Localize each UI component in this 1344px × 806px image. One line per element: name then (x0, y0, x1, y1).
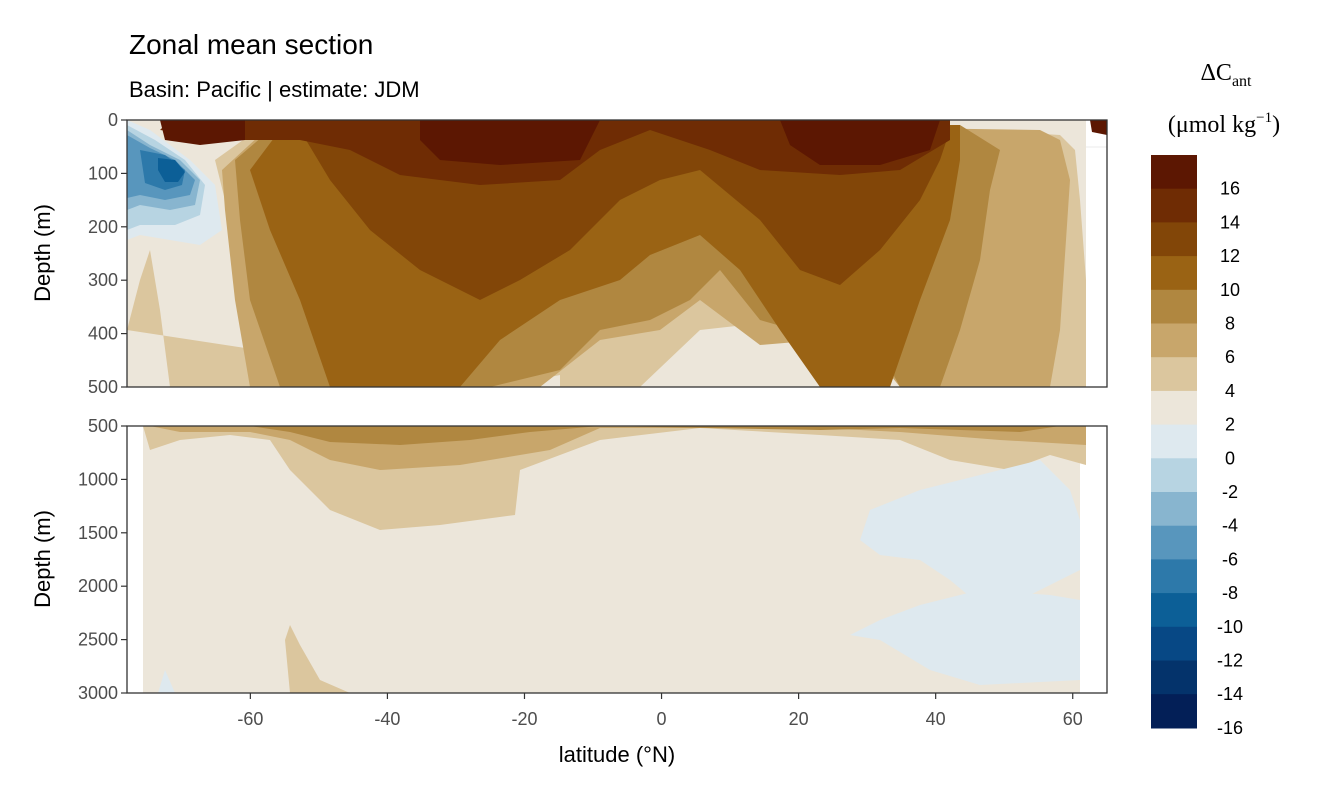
y-tick-label: 2000 (78, 576, 118, 596)
legend-keys: 16 14 12 10 8 6 4 2 0 -2 -4 -6 -8 -10 -12 -14 -16 (1151, 155, 1243, 738)
y-tick-label: 400 (88, 324, 118, 344)
legend-key (1151, 222, 1197, 257)
legend-title: ΔCant (1201, 60, 1253, 90)
chart-subtitle: Basin: Pacific | estimate: JDM (129, 77, 420, 102)
legend-label: -16 (1217, 718, 1243, 738)
contour-band-lower-0-tail (158, 670, 175, 693)
legend-key (1151, 593, 1197, 628)
legend-label: -4 (1222, 516, 1238, 536)
legend-key (1151, 357, 1197, 392)
legend-key (1151, 559, 1197, 594)
contour-band-upper-white-gap (1086, 175, 1107, 387)
x-tick-label: -40 (374, 709, 400, 729)
y-tick-label: 500 (88, 377, 118, 397)
x-tick-label: 60 (1063, 709, 1083, 729)
legend-key (1151, 424, 1197, 459)
x-tick-label: -20 (511, 709, 537, 729)
legend-key (1151, 289, 1197, 325)
y-tick-label: 0 (108, 110, 118, 130)
y-tick-label: 100 (88, 163, 118, 183)
legend-unit-prefix: (μmol kg (1168, 112, 1256, 138)
y-tick-label: 2500 (78, 630, 118, 650)
legend-label: -10 (1217, 617, 1243, 637)
x-tick-label: 0 (657, 709, 667, 729)
legend-label: 2 (1225, 415, 1235, 435)
legend-label: 8 (1225, 314, 1235, 334)
legend-label: -12 (1217, 651, 1243, 671)
upper-panel (127, 120, 1107, 387)
legend-label: 0 (1225, 448, 1235, 468)
legend-label: -8 (1222, 583, 1238, 603)
legend-key (1151, 323, 1197, 358)
legend: ΔCant (μmol kg−1) 16 14 12 10 8 6 4 2 0 -2 -4 -6 -8 -… (1151, 60, 1280, 738)
legend-label: 16 (1220, 179, 1240, 199)
legend-label: 14 (1220, 212, 1240, 232)
lower-panel (127, 426, 1107, 693)
legend-key (1151, 525, 1197, 560)
legend-unit-suffix: ) (1272, 112, 1280, 138)
contour-band-upper-16 (160, 120, 1107, 165)
y-axis-label-upper: Depth (m) (30, 204, 55, 302)
y-tick-label: 1000 (78, 469, 118, 489)
legend-key (1151, 256, 1197, 291)
legend-key (1151, 390, 1197, 426)
upper-panel-border (126, 119, 1108, 388)
contour-band-lower-4-deep (285, 625, 350, 693)
x-axis-label: latitude (°N) (559, 742, 675, 767)
legend-key (1151, 626, 1197, 662)
legend-key (1151, 694, 1197, 729)
contour-band-lower-0 (850, 460, 1080, 685)
axes: -60 -40 -20 0 20 40 60 0 100 200 300 400 500 500 1000 1… (78, 110, 1083, 729)
legend-label: 4 (1225, 381, 1235, 401)
y-tick-label: 1500 (78, 523, 118, 543)
legend-key (1151, 492, 1197, 527)
y-tick-label: 500 (88, 416, 118, 436)
legend-key (1151, 660, 1197, 695)
x-tick-label: 40 (926, 709, 946, 729)
legend-key (1151, 188, 1197, 223)
x-tick-label: 20 (789, 709, 809, 729)
legend-label: -14 (1217, 684, 1243, 704)
legend-unit-exp: −1 (1256, 110, 1272, 126)
y-tick-label: 200 (88, 217, 118, 237)
y-tick-label: 300 (88, 270, 118, 290)
legend-title-sub: ant (1232, 73, 1252, 90)
legend-key (1151, 155, 1197, 190)
legend-label: 10 (1220, 280, 1240, 300)
y-axis-label-lower: Depth (m) (30, 510, 55, 608)
contour-band-upper-neg12 (158, 158, 185, 182)
legend-label: 12 (1220, 246, 1240, 266)
lower-panel-border (126, 425, 1108, 694)
legend-label: -6 (1222, 549, 1238, 569)
legend-unit: (μmol kg−1) (1168, 110, 1280, 138)
legend-label: -2 (1222, 482, 1238, 502)
contour-band-lower-8 (250, 426, 1060, 445)
legend-key (1151, 458, 1197, 493)
legend-label: 6 (1225, 347, 1235, 367)
chart-title: Zonal mean section (129, 29, 373, 60)
legend-title-main: ΔC (1201, 60, 1232, 86)
x-tick-label: -60 (237, 709, 263, 729)
y-tick-label: 3000 (78, 683, 118, 703)
